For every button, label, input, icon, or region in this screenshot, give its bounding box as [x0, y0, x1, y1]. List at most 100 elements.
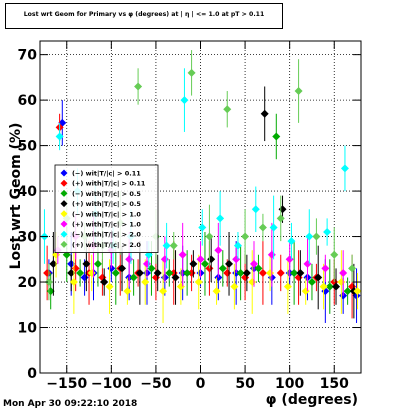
data-point	[187, 68, 196, 77]
data-point	[189, 259, 198, 268]
data-point	[134, 82, 143, 91]
data-point	[216, 214, 225, 223]
legend-label: (+) with|T/|c| > 1.0	[72, 221, 141, 230]
data-point	[353, 287, 362, 296]
legend-marker	[60, 169, 68, 177]
data-point	[55, 132, 64, 141]
y-tick-label: 0	[27, 366, 37, 382]
data-point	[183, 268, 192, 277]
data-point	[258, 223, 267, 232]
data-point	[305, 232, 314, 241]
x-tick-label: 50	[235, 376, 255, 392]
data-point	[339, 268, 348, 277]
data-point	[325, 282, 334, 291]
data-point	[93, 259, 102, 268]
data-point	[248, 278, 257, 287]
legend-label: (+) with|T/|c| > 2.0	[72, 241, 141, 250]
data-point	[337, 278, 346, 287]
x-tick-label: −150	[46, 376, 87, 392]
x-axis-title: φ (degrees)	[266, 392, 358, 408]
data-point	[241, 232, 250, 241]
data-point	[141, 278, 150, 287]
y-tick-label: 30	[18, 230, 38, 246]
legend-marker	[60, 189, 68, 197]
data-point	[230, 282, 239, 291]
data-point	[165, 268, 174, 277]
chart-title-box: Lost wrt Geom for Primary vs φ (degrees)…	[5, 3, 283, 29]
data-point	[314, 273, 323, 282]
data-point	[218, 264, 227, 273]
data-point	[233, 241, 242, 250]
chart-title: Lost wrt Geom for Primary vs φ (degrees)…	[23, 11, 265, 18]
data-point	[118, 264, 127, 273]
data-point	[69, 278, 78, 287]
plot-ticks: −150 −100 −50 0 50 100 150 0 10 20 30 40 50 60 70	[18, 41, 361, 392]
data-point	[276, 214, 285, 223]
data-point	[236, 268, 245, 277]
data-point	[49, 259, 58, 268]
data-point	[207, 255, 216, 264]
data-point	[125, 255, 134, 264]
x-tick-label: 150	[320, 376, 349, 392]
data-point	[321, 264, 330, 273]
data-point	[290, 268, 299, 277]
y-tick-label: 70	[18, 48, 38, 64]
legend-marker	[60, 210, 68, 218]
data-point	[198, 223, 207, 232]
data-point	[303, 259, 312, 268]
data-point	[76, 268, 85, 277]
data-point	[135, 268, 144, 277]
legend: (−) wit|T/|c| > 0.11(+) with|T/|c| > 0.1…	[54, 164, 159, 253]
timestamp: Mon Apr 30 09:22:10 2018	[3, 399, 138, 409]
data-point	[258, 268, 267, 277]
data-point	[287, 237, 296, 246]
data-point	[319, 282, 328, 291]
data-point	[267, 250, 276, 259]
data-point	[250, 259, 258, 268]
data-point	[294, 87, 303, 96]
legend-label: (−) with|T/|c| > 0.5	[72, 190, 141, 199]
data-point	[153, 268, 162, 277]
data-point	[307, 278, 316, 287]
data-point	[205, 232, 214, 241]
legend-label: (−) with|T/|c| > 1.0	[72, 210, 141, 219]
data-point	[129, 273, 138, 282]
data-point	[343, 287, 352, 296]
legend-marker	[60, 240, 68, 248]
y-tick-label: 40	[18, 184, 38, 200]
y-tick-label: 20	[18, 275, 38, 291]
data-point	[260, 109, 269, 118]
x-tick-label: 100	[275, 376, 304, 392]
data-point	[232, 255, 241, 264]
data-point	[123, 287, 132, 296]
y-tick-label: 10	[18, 321, 38, 337]
data-point	[276, 268, 285, 277]
data-point	[82, 259, 91, 268]
data-point	[296, 268, 305, 277]
data-point	[196, 255, 205, 264]
data-point	[223, 105, 232, 114]
data-point	[171, 273, 180, 282]
data-point	[214, 246, 223, 255]
series-3	[49, 86, 358, 319]
data-point	[147, 264, 156, 273]
data-point	[242, 268, 251, 277]
legend-marker	[60, 200, 68, 208]
data-point	[44, 278, 53, 287]
data-point	[225, 259, 234, 268]
data-point	[105, 282, 114, 291]
legend-label: (−) wit|T/|c| > 0.11	[72, 170, 141, 179]
data-point	[323, 228, 332, 237]
data-point	[67, 268, 76, 277]
legend-label: (+) with|T/|c| > 0.5	[72, 200, 141, 209]
data-point	[312, 232, 321, 241]
data-point	[340, 164, 349, 173]
data-point	[278, 205, 287, 214]
data-point	[169, 241, 178, 250]
legend-box	[54, 164, 159, 253]
data-point	[348, 264, 357, 273]
data-point	[251, 205, 260, 214]
legend-marker	[60, 179, 68, 187]
data-point	[159, 287, 168, 296]
